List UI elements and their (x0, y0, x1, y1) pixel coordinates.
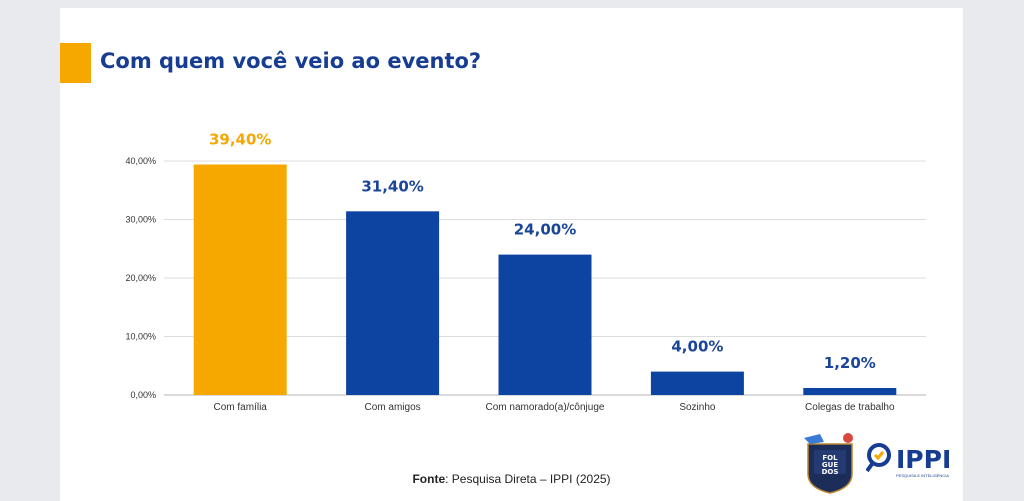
x-tick-label: Com amigos (365, 402, 421, 413)
page-title: Com quem você veio ao evento? (100, 49, 482, 73)
ippi-logo-text: IPPI (896, 445, 952, 474)
bar (803, 387, 897, 395)
y-tick-label: 10,00% (125, 332, 156, 342)
bar (650, 371, 744, 395)
bar-chart: 0,00% 10,00% 20,00% 30,00% 40,00% 39,40% Com f… (125, 131, 926, 413)
slide-canvas: Com quem você veio ao evento? 0,00% 10,00… (60, 8, 963, 501)
folguedos-badge-logo: FOL GUE DOS (804, 433, 853, 494)
y-tick-label: 40,00% (125, 156, 156, 166)
folguedos-logo-text-2: GUE (822, 461, 838, 469)
bar-value-label: 1,20% (824, 354, 876, 372)
bar-value-label: 24,00% (514, 221, 576, 239)
y-tick-label: 0,00% (130, 390, 156, 400)
ippi-logo-subtitle: PESQUISA E INTELIGÊNCIA (896, 473, 949, 478)
source-label: Fonte (412, 472, 446, 486)
folguedos-logo-text-1: FOL (822, 454, 838, 462)
ippi-magnifier-logo (866, 443, 891, 473)
bar (498, 254, 592, 395)
bar (193, 164, 287, 395)
bar (346, 211, 440, 395)
source-text: : Pesquisa Direta – IPPI (2025) (445, 472, 611, 486)
bar-value-label: 31,40% (361, 177, 423, 195)
x-tick-label: Colegas de trabalho (805, 402, 895, 413)
x-tick-label: Com família (214, 402, 268, 413)
y-tick-label: 30,00% (125, 215, 156, 225)
x-tick-label: Sozinho (679, 402, 716, 413)
title-accent-block (60, 43, 91, 83)
bar-value-label: 4,00% (671, 338, 723, 356)
x-tick-label: Com namorado(a)/cônjuge (486, 402, 605, 413)
folguedos-logo-text-3: DOS (822, 468, 839, 476)
source-note: Fonte: Pesquisa Direta – IPPI (2025) (60, 472, 963, 486)
y-tick-label: 20,00% (125, 273, 156, 283)
bar-value-label: 39,40% (209, 131, 271, 149)
